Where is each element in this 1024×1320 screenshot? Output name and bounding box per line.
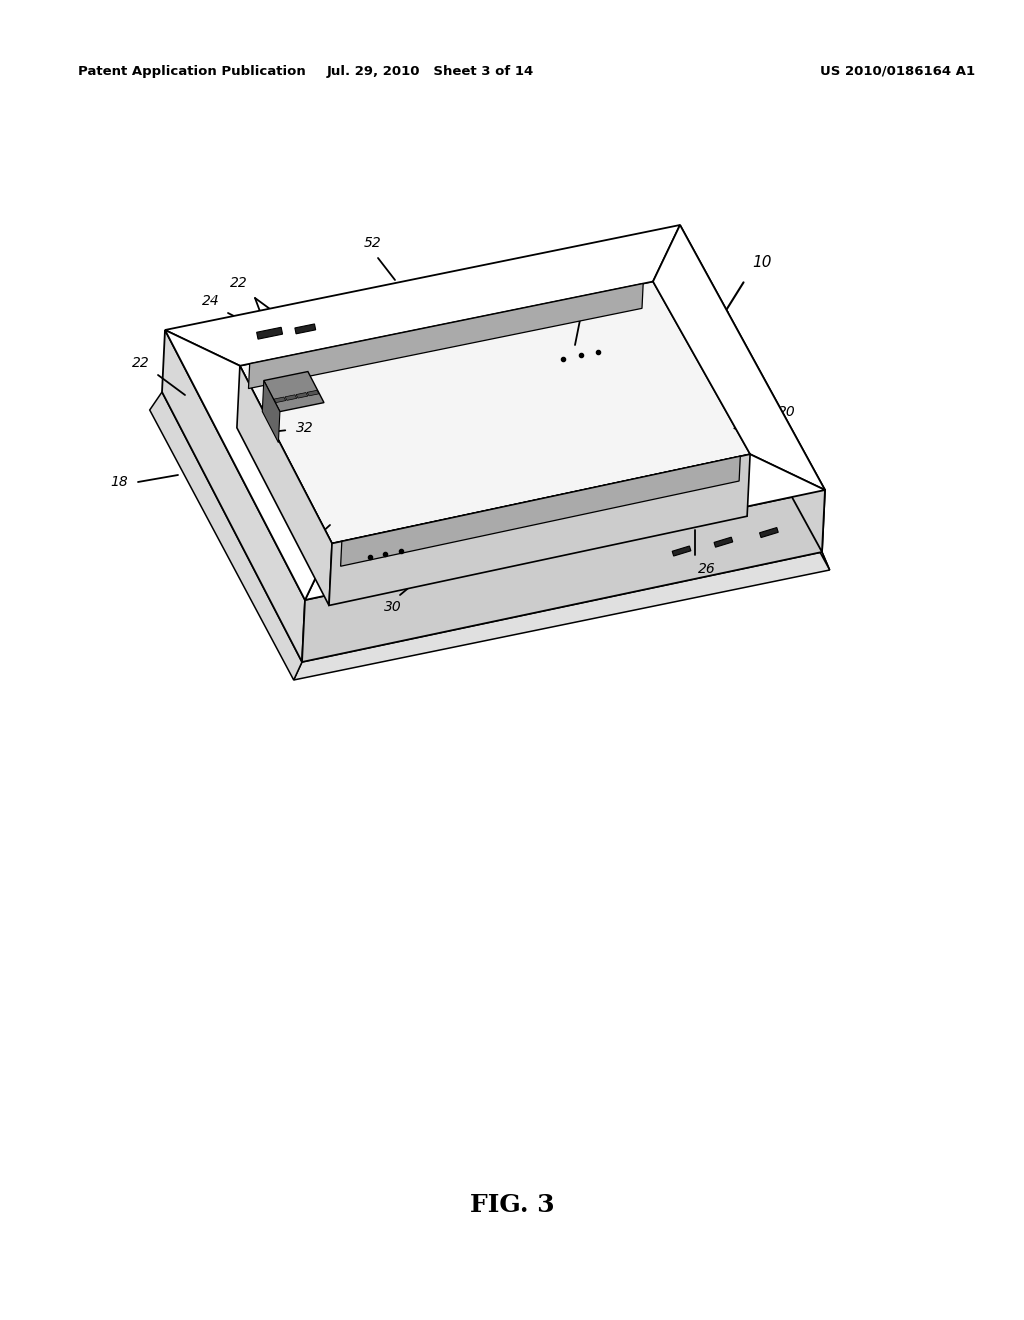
Text: FIG. 3: FIG. 3: [470, 1193, 554, 1217]
Polygon shape: [150, 392, 302, 680]
Polygon shape: [237, 281, 653, 428]
Polygon shape: [760, 528, 778, 537]
Text: 22: 22: [132, 356, 150, 370]
Text: Patent Application Publication: Patent Application Publication: [78, 65, 306, 78]
Text: 46: 46: [582, 300, 600, 314]
Polygon shape: [714, 537, 733, 548]
Polygon shape: [294, 552, 829, 680]
Text: 32: 32: [296, 421, 313, 436]
Text: 24: 24: [203, 294, 220, 308]
Polygon shape: [165, 224, 680, 366]
Text: 46: 46: [289, 556, 307, 570]
Polygon shape: [302, 490, 825, 663]
Text: 28: 28: [550, 264, 567, 279]
Polygon shape: [672, 546, 691, 556]
Text: 26: 26: [698, 562, 716, 576]
Polygon shape: [274, 397, 286, 403]
Polygon shape: [237, 366, 332, 606]
Text: 52: 52: [365, 236, 382, 249]
Polygon shape: [653, 224, 825, 490]
Text: US 2010/0186164 A1: US 2010/0186164 A1: [820, 65, 975, 78]
Polygon shape: [264, 371, 324, 412]
Polygon shape: [296, 392, 308, 399]
Polygon shape: [677, 286, 829, 570]
Text: 30: 30: [384, 601, 401, 614]
Polygon shape: [262, 380, 280, 442]
Polygon shape: [249, 284, 643, 388]
Text: 22: 22: [230, 276, 248, 290]
Polygon shape: [307, 391, 318, 396]
Text: 10: 10: [752, 255, 771, 271]
Polygon shape: [305, 454, 825, 601]
Polygon shape: [329, 454, 751, 606]
Text: 20: 20: [778, 405, 796, 418]
Polygon shape: [341, 457, 740, 566]
Polygon shape: [165, 330, 332, 601]
Text: Jul. 29, 2010   Sheet 3 of 14: Jul. 29, 2010 Sheet 3 of 14: [327, 65, 534, 78]
Polygon shape: [162, 330, 305, 663]
Polygon shape: [295, 323, 315, 334]
Polygon shape: [677, 224, 825, 552]
Polygon shape: [240, 281, 751, 544]
Polygon shape: [285, 395, 297, 400]
Text: 18: 18: [111, 475, 128, 488]
Polygon shape: [257, 327, 283, 339]
